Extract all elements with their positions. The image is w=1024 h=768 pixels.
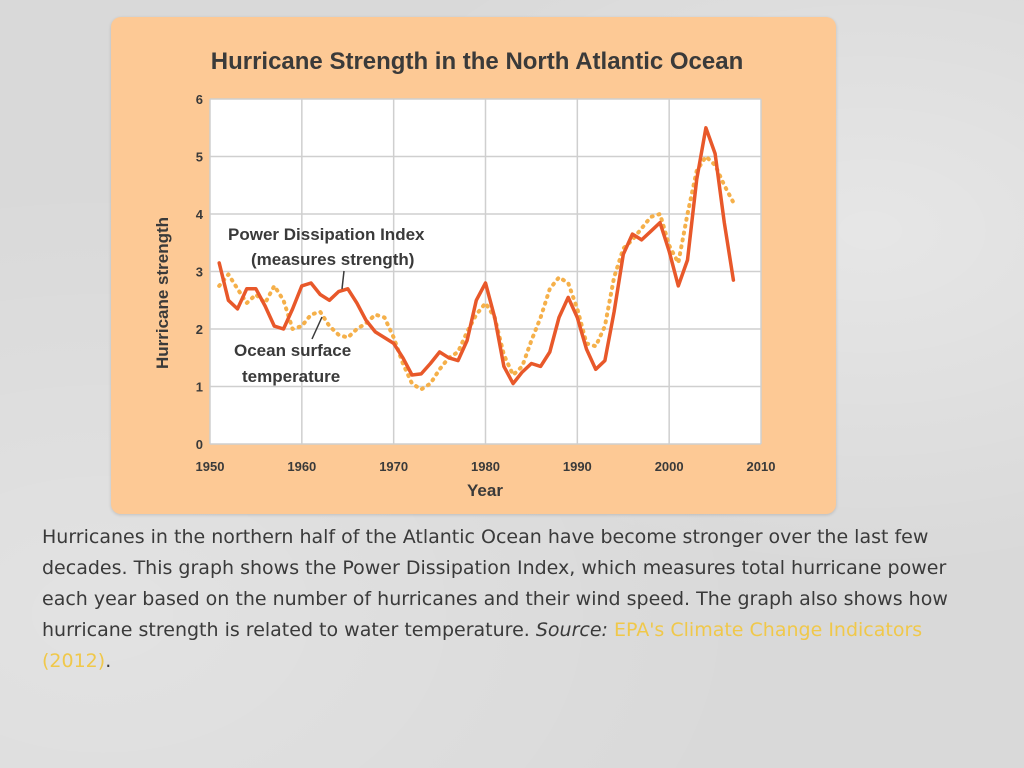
y-tick-label: 1: [196, 380, 203, 395]
y-tick-label: 6: [196, 92, 203, 107]
temperature-annotation-pointer: [311, 316, 323, 340]
x-tick-label: 1980: [471, 459, 500, 474]
x-tick-labels: 1950 1960 1970 1980 1990 2000 2010: [196, 459, 776, 474]
caption: Hurricanes in the northern half of the A…: [42, 522, 992, 677]
chart-card: Hurricane Strength in the North Atlantic…: [111, 17, 836, 514]
y-tick-label: 5: [196, 150, 203, 165]
chart-title: Hurricane Strength in the North Atlantic…: [211, 48, 744, 75]
chart: Hurricane Strength in the North Atlantic…: [153, 48, 776, 500]
temperature-annotation-line2: temperature: [242, 367, 340, 386]
x-tick-label: 1960: [287, 459, 316, 474]
temperature-line: [217, 154, 736, 392]
y-tick-labels: 0 1 2 3 4 5 6: [196, 92, 204, 452]
pdi-annotation-line1: Power Dissipation Index: [228, 225, 425, 244]
x-axis-label: Year: [467, 481, 503, 500]
y-tick-label: 3: [196, 265, 203, 280]
series: [217, 126, 736, 392]
x-tick-label: 1950: [196, 459, 225, 474]
caption-source-link[interactable]: EPA's Climate Change Indicators (2012): [42, 619, 923, 672]
y-tick-label: 0: [196, 437, 203, 452]
caption-end: .: [105, 650, 112, 672]
x-tick-label: 1970: [379, 459, 408, 474]
y-tick-label: 4: [196, 207, 204, 222]
pdi-annotation-pointer: [341, 270, 345, 290]
grid: [209, 98, 762, 445]
x-tick-label: 1990: [563, 459, 592, 474]
pdi-line: [217, 126, 736, 386]
pdi-annotation-line2: (measures strength): [251, 250, 414, 269]
temperature-annotation-line1: Ocean surface: [234, 341, 351, 360]
y-tick-label: 2: [196, 322, 203, 337]
y-axis-label: Hurricane strength: [153, 217, 172, 369]
x-tick-label: 2010: [747, 459, 776, 474]
caption-source-label: Source:: [535, 619, 608, 641]
caption-text: Hurricanes in the northern half of the A…: [42, 526, 948, 641]
x-tick-label: 2000: [655, 459, 684, 474]
